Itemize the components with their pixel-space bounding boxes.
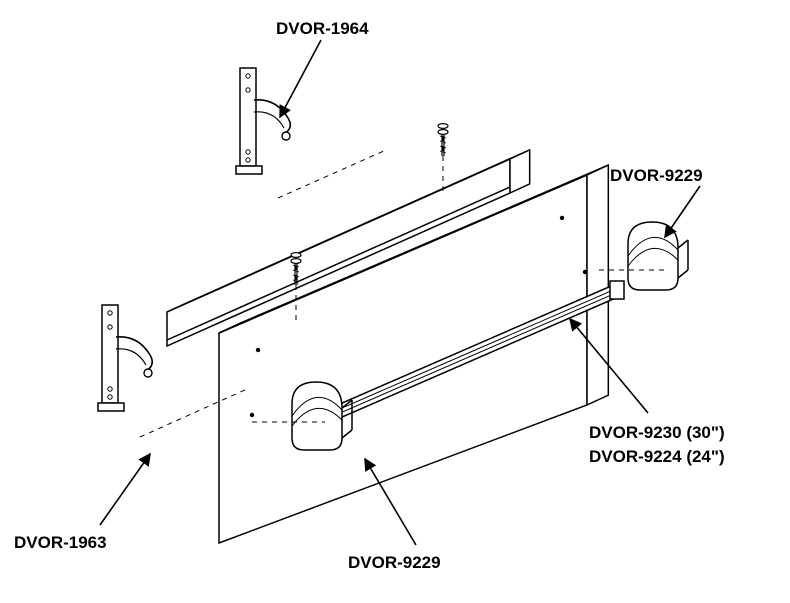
parts-diagram (0, 0, 790, 603)
label-dvor-9229-bot: DVOR-9229 (348, 553, 441, 573)
label-dvor-1963: DVOR-1963 (14, 533, 107, 553)
label-dvor-9224: DVOR-9224 (24") (589, 447, 725, 467)
label-dvor-9229-top: DVOR-9229 (610, 166, 703, 186)
label-dvor-9230: DVOR-9230 (30") (589, 423, 725, 443)
label-dvor-1964: DVOR-1964 (276, 19, 369, 39)
